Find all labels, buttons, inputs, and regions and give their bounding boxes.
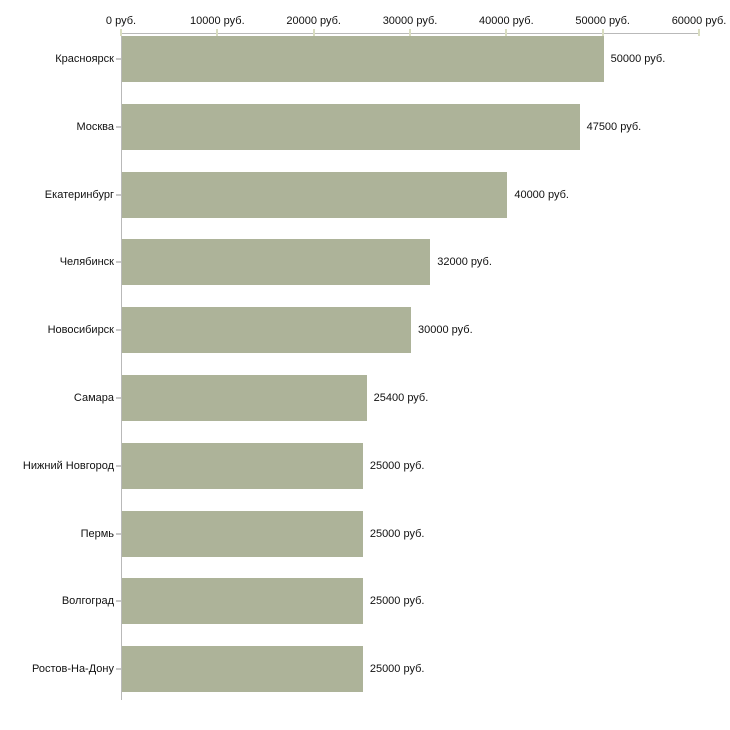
bar-value-label: 25000 руб. (369, 459, 425, 472)
y-axis-line (121, 33, 122, 700)
bar (122, 103, 580, 150)
category-tick-mark (116, 397, 121, 399)
x-tick-label: 10000 руб. (190, 15, 245, 27)
category-tick-mark (116, 125, 121, 128)
bar-value-label: 30000 руб. (418, 324, 473, 337)
bar-value-label: 25000 руб. (369, 663, 425, 676)
category-tick-mark (116, 532, 121, 535)
x-tick-label: 50000 руб. (575, 15, 630, 27)
x-tick-mark (120, 29, 122, 36)
category-tick-mark (116, 329, 121, 332)
category-tick-mark (116, 668, 121, 671)
x-tick-mark (601, 29, 604, 36)
bar (122, 375, 367, 421)
category-tick-mark (116, 600, 121, 603)
category-tick-mark (116, 261, 121, 264)
x-tick-label: 60000 руб. (671, 15, 727, 27)
x-tick-mark (698, 29, 700, 36)
category-label: Красноярск (55, 53, 114, 65)
bar (122, 171, 508, 218)
category-label: Екатеринбург (44, 188, 114, 201)
bar (122, 578, 363, 625)
bar (122, 307, 411, 354)
category-label: Ростов-На-Дону (31, 663, 114, 676)
category-tick-mark (116, 464, 121, 467)
x-tick-mark (216, 29, 219, 36)
bar (122, 510, 363, 557)
bar-value-label: 25400 руб. (373, 392, 429, 404)
x-tick-mark (505, 29, 508, 36)
x-tick-label: 30000 руб. (382, 15, 438, 27)
bar-value-label: 40000 руб. (514, 188, 569, 201)
category-tick-mark (116, 58, 121, 60)
category-label: Нижний Новгород (22, 459, 114, 472)
bar-value-label: 25000 руб. (369, 527, 425, 540)
category-label: Волгоград (61, 595, 114, 608)
x-tick-mark (312, 29, 315, 36)
category-label: Самара (73, 392, 114, 404)
x-tick-label: 20000 руб. (286, 15, 341, 27)
bar (122, 36, 604, 82)
bar (122, 239, 431, 286)
category-label: Челябинск (59, 256, 114, 269)
bar-value-label: 32000 руб. (437, 256, 492, 269)
category-label: Москва (76, 120, 114, 133)
x-tick-label: 40000 руб. (479, 15, 534, 27)
bar-value-label: 50000 руб. (610, 53, 666, 65)
bar (122, 442, 363, 489)
bar-value-label: 25000 руб. (369, 595, 425, 608)
category-tick-mark (116, 193, 121, 196)
x-tick-label: 0 руб. (105, 15, 137, 27)
category-label: Новосибирск (47, 324, 114, 337)
bar (122, 646, 363, 693)
bar-value-label: 47500 руб. (586, 120, 642, 133)
category-label: Пермь (80, 527, 114, 540)
x-tick-mark (409, 29, 411, 36)
